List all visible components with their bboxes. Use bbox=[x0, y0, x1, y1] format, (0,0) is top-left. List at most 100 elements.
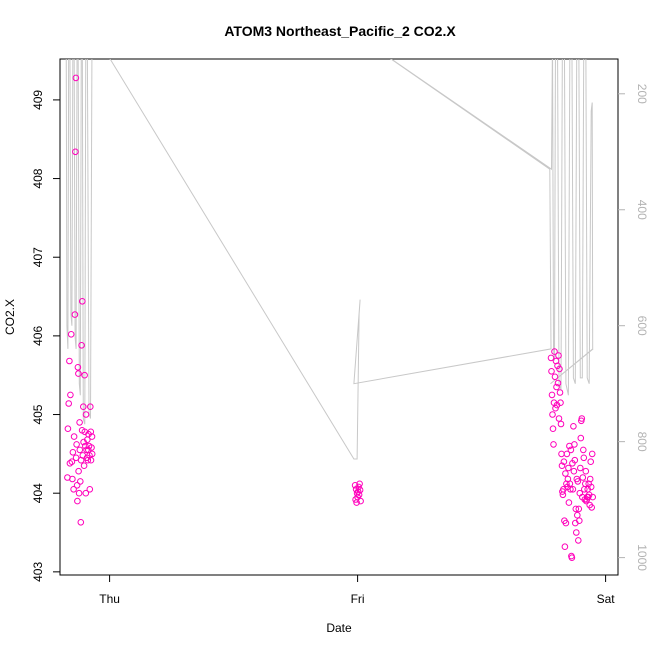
data-point bbox=[79, 298, 86, 305]
data-point bbox=[562, 470, 569, 477]
data-point bbox=[571, 441, 578, 448]
data-point bbox=[86, 486, 94, 493]
y2-tick-label: 1000 bbox=[635, 544, 649, 571]
data-point bbox=[77, 519, 85, 526]
data-point bbox=[66, 460, 74, 467]
depth-line bbox=[65, 59, 594, 460]
x-axis: Thu Fri Sat bbox=[99, 574, 616, 606]
co2-series bbox=[64, 74, 597, 562]
data-point bbox=[580, 446, 587, 454]
data-point bbox=[577, 464, 584, 472]
data-point bbox=[354, 488, 362, 495]
y-axis: 403 404 405 406 407 408 409 bbox=[31, 90, 60, 582]
data-point bbox=[567, 486, 574, 493]
data-point bbox=[558, 462, 566, 470]
x-axis-title: Date bbox=[326, 621, 352, 635]
y-tick-label: 408 bbox=[31, 168, 45, 188]
data-point bbox=[71, 311, 79, 318]
data-point bbox=[589, 493, 597, 501]
data-point bbox=[355, 483, 362, 491]
data-point bbox=[587, 458, 595, 466]
data-point bbox=[588, 450, 596, 458]
data-point bbox=[356, 486, 364, 494]
x-tick-label: Fri bbox=[351, 592, 365, 606]
data-point bbox=[80, 462, 88, 470]
data-point bbox=[570, 423, 577, 430]
data-point bbox=[81, 371, 88, 379]
data-point bbox=[548, 391, 556, 399]
data-point bbox=[88, 450, 96, 458]
data-point bbox=[73, 482, 81, 489]
x-tick-label: Thu bbox=[99, 592, 120, 606]
data-point bbox=[547, 354, 555, 362]
y-tick-label: 406 bbox=[31, 326, 45, 346]
data-point bbox=[82, 489, 90, 497]
data-point bbox=[570, 467, 578, 475]
x-tick-label: Sat bbox=[597, 592, 616, 606]
data-point bbox=[78, 342, 85, 349]
data-point bbox=[575, 537, 582, 544]
data-point bbox=[69, 475, 76, 483]
data-point bbox=[69, 449, 77, 456]
data-point bbox=[88, 444, 95, 451]
data-point bbox=[582, 467, 590, 475]
data-point bbox=[565, 464, 572, 472]
data-point bbox=[567, 446, 575, 454]
data-point bbox=[571, 456, 579, 464]
data-point bbox=[575, 505, 583, 513]
plot-area bbox=[59, 58, 619, 576]
data-point bbox=[550, 441, 557, 448]
data-point bbox=[572, 505, 580, 513]
data-point bbox=[75, 370, 82, 377]
data-point bbox=[73, 441, 80, 448]
data-point bbox=[582, 480, 589, 488]
data-point bbox=[351, 482, 359, 489]
data-point bbox=[549, 411, 556, 418]
y-tick-label: 405 bbox=[31, 404, 45, 424]
data-point bbox=[562, 519, 570, 527]
data-point bbox=[548, 368, 555, 375]
y-tick-label: 407 bbox=[31, 247, 45, 267]
data-point bbox=[74, 497, 81, 505]
data-point bbox=[356, 480, 363, 488]
data-point bbox=[74, 364, 82, 371]
data-point bbox=[587, 483, 595, 491]
data-point bbox=[586, 475, 594, 483]
y2-axis: 200 400 600 800 1000 bbox=[618, 84, 649, 571]
plot-frame bbox=[59, 58, 619, 576]
data-point bbox=[557, 420, 565, 428]
data-point bbox=[64, 425, 72, 433]
data-point bbox=[580, 454, 588, 462]
data-point bbox=[77, 478, 84, 485]
data-point bbox=[70, 486, 77, 493]
y-tick-label: 403 bbox=[31, 562, 45, 582]
data-point bbox=[66, 357, 73, 365]
data-point bbox=[76, 419, 83, 426]
depth-series bbox=[65, 59, 594, 460]
data-point bbox=[561, 543, 569, 551]
data-point bbox=[576, 517, 583, 525]
data-point bbox=[555, 415, 563, 422]
data-point bbox=[556, 365, 563, 373]
data-point bbox=[588, 504, 596, 511]
data-point bbox=[563, 450, 571, 458]
data-point bbox=[565, 499, 573, 506]
data-point bbox=[577, 434, 585, 442]
data-point bbox=[75, 489, 83, 497]
y2-tick-label: 600 bbox=[635, 316, 649, 336]
data-point bbox=[573, 529, 580, 536]
data-point bbox=[355, 491, 363, 499]
data-point bbox=[68, 458, 76, 466]
data-point bbox=[578, 415, 586, 422]
data-point bbox=[80, 403, 87, 411]
data-point bbox=[87, 428, 95, 436]
data-point bbox=[87, 456, 95, 464]
data-point bbox=[549, 425, 557, 433]
y2-tick-label: 400 bbox=[635, 200, 649, 220]
data-point bbox=[554, 379, 562, 387]
data-point bbox=[553, 383, 560, 391]
data-point bbox=[75, 467, 82, 475]
data-point bbox=[569, 486, 577, 493]
data-point bbox=[560, 458, 568, 466]
